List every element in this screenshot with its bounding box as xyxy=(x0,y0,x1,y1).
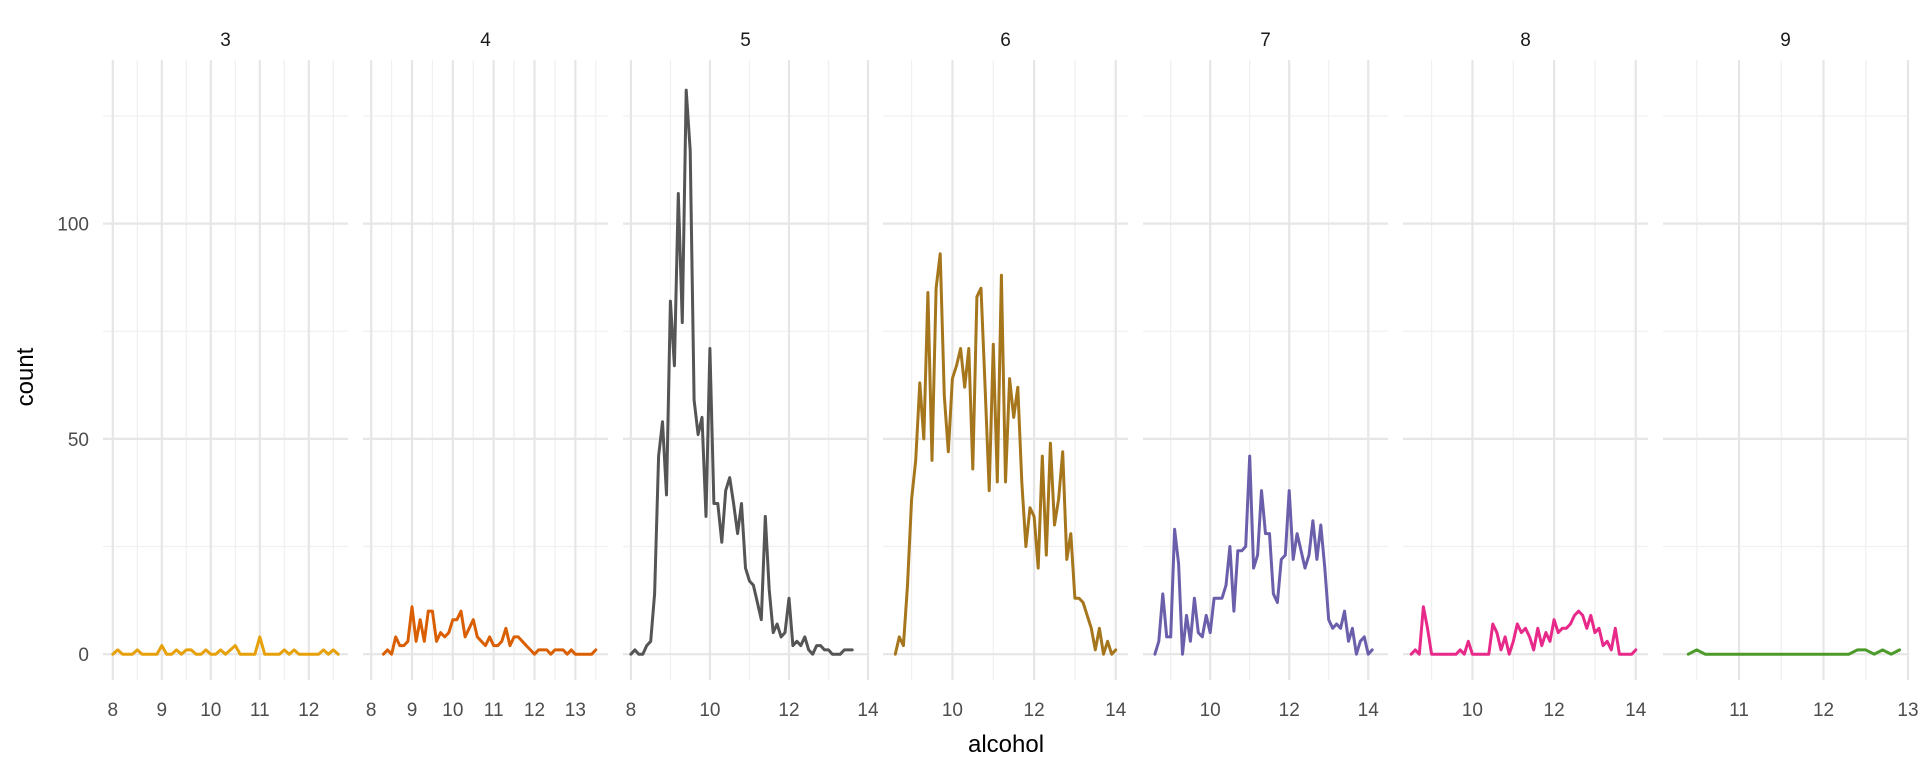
x-tick-label: 8 xyxy=(108,700,119,721)
x-tick-label: 14 xyxy=(1358,700,1380,721)
facet-panel: 8 9 10 11 12 3 xyxy=(103,30,348,721)
facet-panel: 10 12 14 8 xyxy=(1403,30,1648,721)
x-tick-label: 10 xyxy=(442,700,463,721)
series-line xyxy=(893,252,1118,656)
x-tick-label: 12 xyxy=(1813,700,1834,721)
facet-strip-label: 9 xyxy=(1780,30,1791,51)
y-tick-label: 100 xyxy=(57,215,89,236)
y-axis-title: count xyxy=(12,347,39,406)
y-tick-label: 0 xyxy=(78,645,89,666)
x-tick-label: 8 xyxy=(626,700,637,721)
series-line xyxy=(1153,454,1374,656)
facet-strip-label: 6 xyxy=(1000,30,1011,51)
y-tick-label: 50 xyxy=(68,430,89,451)
series-line xyxy=(629,88,854,656)
facet-panel: 10 12 14 6 xyxy=(883,30,1128,721)
x-tick-label: 12 xyxy=(1279,700,1300,721)
x-tick-label: 12 xyxy=(298,700,319,721)
x-tick-label: 8 xyxy=(366,700,377,721)
x-tick-label: 11 xyxy=(250,700,270,721)
series-line xyxy=(1686,648,1902,656)
facet-strip-label: 5 xyxy=(740,30,751,51)
x-tick-label: 12 xyxy=(778,700,799,721)
y-axis: 0 50 100 xyxy=(57,215,89,667)
x-tick-label: 12 xyxy=(1024,700,1045,721)
x-tick-label: 10 xyxy=(1200,700,1221,721)
x-tick-label: 10 xyxy=(200,700,221,721)
facet-panel: 11 12 13 9 xyxy=(1663,30,1919,721)
facet-strip-label: 7 xyxy=(1260,30,1271,51)
series-line xyxy=(381,605,598,656)
x-tick-label: 14 xyxy=(1105,700,1127,721)
x-axis-title: alcohol xyxy=(968,731,1044,758)
facet-panel: 10 12 14 7 xyxy=(1143,30,1388,721)
facet-panel: 8 10 12 14 5 xyxy=(623,30,879,721)
x-tick-label: 14 xyxy=(1625,700,1647,721)
x-tick-label: 14 xyxy=(857,700,879,721)
facet-strip-label: 8 xyxy=(1520,30,1531,51)
series-line xyxy=(111,635,340,656)
facet-strip-label: 4 xyxy=(480,30,491,51)
x-tick-label: 13 xyxy=(565,700,586,721)
x-tick-label: 11 xyxy=(484,700,504,721)
x-tick-label: 12 xyxy=(524,700,545,721)
x-tick-label: 9 xyxy=(407,700,418,721)
facet-panel: 8 9 10 11 12 13 4 xyxy=(363,30,608,721)
series-line xyxy=(1409,605,1638,656)
facet-strip-label: 3 xyxy=(220,30,231,51)
x-tick-label: 11 xyxy=(1729,700,1749,721)
x-tick-label: 10 xyxy=(942,700,963,721)
x-tick-label: 9 xyxy=(157,700,168,721)
x-tick-label: 10 xyxy=(699,700,720,721)
x-tick-label: 12 xyxy=(1544,700,1565,721)
x-tick-label: 13 xyxy=(1897,700,1918,721)
x-tick-label: 10 xyxy=(1462,700,1483,721)
